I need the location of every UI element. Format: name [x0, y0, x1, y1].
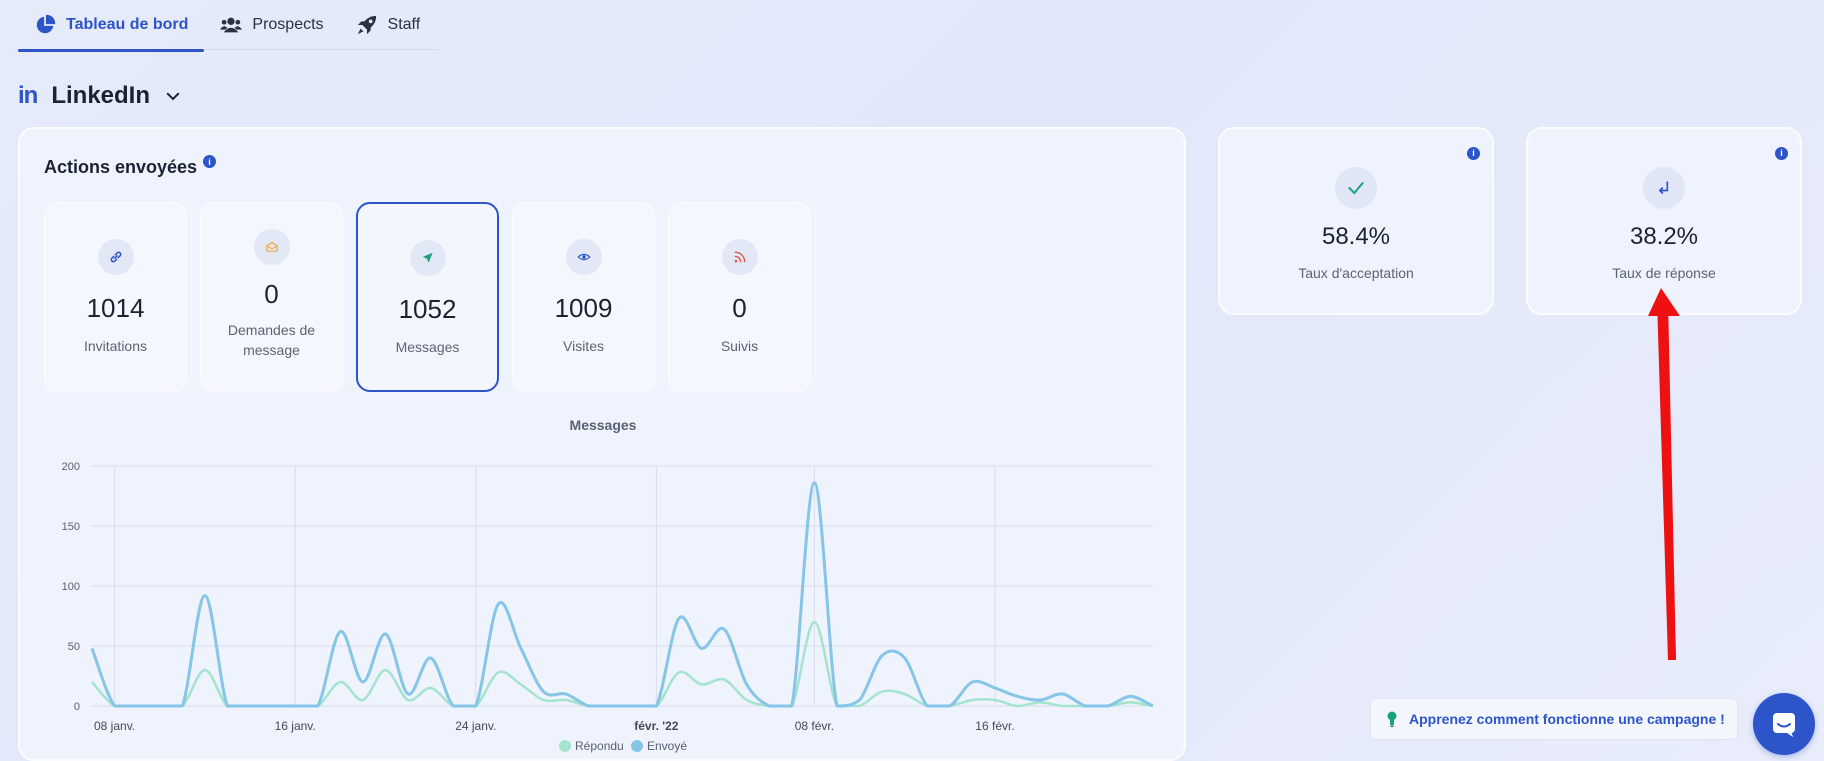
users-icon — [220, 17, 243, 33]
y-tick-label: 100 — [62, 581, 80, 593]
x-tick-label: 24 janv. — [455, 719, 496, 733]
channel-selector[interactable]: in LinkedIn — [18, 82, 182, 110]
stat-message-requests[interactable]: 0 Demandes de message — [200, 202, 343, 392]
tab-label: Staff — [387, 16, 421, 33]
info-icon[interactable]: i — [1467, 146, 1480, 160]
chat-icon — [1773, 713, 1795, 737]
learn-campaign-label: Apprenez comment fonctionne une campagne… — [1409, 711, 1725, 727]
lightbulb-icon — [1387, 711, 1397, 727]
rate-value: 58.4% — [1321, 223, 1391, 250]
y-tick-label: 50 — [68, 641, 80, 653]
stat-value: 0 — [264, 279, 279, 309]
rate-label: Taux d'acceptation — [1298, 265, 1414, 281]
series-line-envoye — [90, 481, 1154, 708]
legend-swatch — [559, 740, 571, 752]
x-tick-label: 16 janv. — [275, 719, 316, 733]
messages-chart: 0 50 100 150 200 08 janv. 16 janv. 24 janv. févr… — [62, 461, 1154, 753]
stat-invitations[interactable]: 1014 Invitations — [44, 202, 187, 392]
tab-dashboard[interactable]: Tableau de bord — [18, 0, 205, 52]
legend-label: Répondu — [575, 739, 624, 753]
stat-label: Invitations — [83, 338, 148, 354]
reply-icon — [1643, 167, 1685, 209]
stat-value: 1052 — [398, 294, 457, 324]
link-icon — [97, 239, 134, 275]
y-tick-label: 0 — [74, 701, 80, 713]
stat-value: 1014 — [86, 293, 145, 323]
tab-prospects[interactable]: Prospects — [204, 0, 339, 50]
rss-icon — [721, 239, 758, 275]
tab-staff[interactable]: Staff — [340, 0, 437, 50]
stat-label: Suivis — [720, 338, 759, 354]
stat-value: 0 — [732, 293, 747, 323]
chat-button[interactable] — [1753, 693, 1815, 755]
y-tick-label: 150 — [62, 521, 80, 533]
rocket-icon — [357, 15, 376, 35]
top-tabs: Tableau de bord Prospects Staff — [18, 0, 438, 52]
stat-follows[interactable]: 0 Suivis — [668, 202, 811, 392]
actions-card: Actions envoyées i 1014 Invitations 0 De… — [18, 127, 1186, 761]
rate-label: Taux de réponse — [1612, 265, 1716, 281]
x-tick-label: 16 févr. — [975, 719, 1014, 733]
stat-visits[interactable]: 1009 Visites — [512, 202, 655, 392]
y-tick-label: 200 — [62, 461, 80, 473]
tab-label: Prospects — [252, 16, 324, 33]
reply-rate-card: i 38.2% Taux de réponse — [1526, 127, 1802, 315]
chevron-down-icon — [166, 92, 180, 101]
stat-label: Visites — [563, 338, 604, 354]
rate-value: 38.2% — [1629, 223, 1699, 250]
acceptance-rate-card: i 58.4% Taux d'acceptation — [1218, 127, 1494, 315]
envelope-icon — [253, 229, 290, 265]
check-icon — [1335, 167, 1377, 209]
actions-title: Actions envoyées i — [44, 155, 217, 178]
linkedin-icon: in — [18, 82, 38, 109]
stat-label: Demandes de message — [227, 322, 316, 358]
x-tick-label: 08 févr. — [795, 719, 834, 733]
series-line-repondu — [91, 620, 1154, 708]
stat-value: 1009 — [554, 293, 613, 323]
tab-label: Tableau de bord — [66, 16, 189, 33]
info-icon[interactable]: i — [1775, 146, 1788, 160]
info-icon[interactable]: i — [203, 155, 217, 168]
send-icon — [409, 240, 446, 276]
pie-chart-icon — [36, 14, 56, 34]
channel-name: LinkedIn — [51, 82, 150, 109]
legend-swatch — [631, 740, 643, 752]
stat-label: Messages — [395, 339, 460, 355]
x-tick-label: 08 janv. — [94, 719, 135, 733]
learn-campaign-link[interactable]: Apprenez comment fonctionne une campagne… — [1370, 698, 1738, 740]
stat-messages[interactable]: 1052 Messages — [356, 202, 499, 392]
legend-label: Envoyé — [647, 739, 687, 753]
chart-title: Messages — [569, 417, 637, 433]
actions-title-text: Actions envoyées — [44, 157, 198, 177]
x-tick-label: févr. '22 — [634, 719, 679, 733]
eye-icon — [565, 239, 602, 275]
